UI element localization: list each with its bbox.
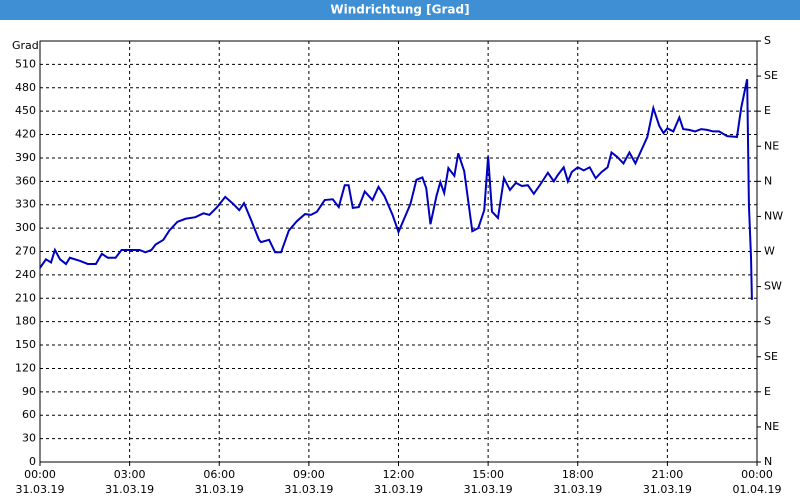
y-tick-label: 240 <box>15 268 36 281</box>
x-tick-label: 09:00 <box>293 468 325 481</box>
y2-tick-label: E <box>764 104 771 117</box>
plot-frame <box>39 40 758 463</box>
y2-tick-label: E <box>764 385 771 398</box>
chart-title: Windrichtung [Grad] <box>330 3 469 17</box>
y-tick-label: 150 <box>15 338 36 351</box>
y2-tick-label: S <box>764 315 771 328</box>
title-bar <box>0 0 800 20</box>
x-tick-label: 18:00 <box>562 468 594 481</box>
x-tick-label: 31.03.19 <box>16 483 65 496</box>
x-tick-label: 01.04.19 <box>733 483 782 496</box>
x-tick-label: 03:00 <box>114 468 146 481</box>
y2-tick-label: S <box>764 34 771 47</box>
y2-tick-label: SW <box>764 280 782 293</box>
x-tick-label: 31.03.19 <box>105 483 154 496</box>
y-tick-label: 90 <box>22 385 36 398</box>
y-tick-label: 210 <box>15 291 36 304</box>
y-tick-label: 360 <box>15 174 36 187</box>
y-tick-label: 450 <box>15 104 36 117</box>
y2-tick-label: NE <box>764 420 779 433</box>
y-tick-label: 480 <box>15 81 36 94</box>
y-tick-label: 0 <box>29 455 36 468</box>
y2-tick-label: W <box>764 245 775 258</box>
x-tick-label: 31.03.19 <box>643 483 692 496</box>
y-tick-label: 180 <box>15 315 36 328</box>
y-tick-label: 330 <box>15 198 36 211</box>
y2-tick-label: SE <box>764 350 778 363</box>
x-tick-label: 21:00 <box>652 468 684 481</box>
y2-tick-label: N <box>764 174 772 187</box>
y-axis-label: Grad <box>12 39 39 52</box>
y-tick-label: 390 <box>15 151 36 164</box>
y2-tick-label: NE <box>764 139 779 152</box>
x-tick-label: 06:00 <box>203 468 235 481</box>
y-tick-label: 60 <box>22 408 36 421</box>
x-tick-label: 15:00 <box>472 468 504 481</box>
x-tick-label: 31.03.19 <box>464 483 513 496</box>
x-tick-label: 00:00 <box>24 468 56 481</box>
y-tick-label: 270 <box>15 245 36 258</box>
y-tick-label: 120 <box>15 361 36 374</box>
y2-tick-label: SE <box>764 69 778 82</box>
x-tick-label: 12:00 <box>383 468 415 481</box>
y2-tick-label: NW <box>764 209 783 222</box>
x-tick-label: 31.03.19 <box>195 483 244 496</box>
data-line <box>39 78 753 300</box>
x-tick-label: 00:00 <box>741 468 773 481</box>
y-tick-label: 30 <box>22 432 36 445</box>
y-tick-label: 420 <box>15 128 36 141</box>
y-tick-label: 300 <box>15 221 36 234</box>
x-tick-label: 31.03.19 <box>553 483 602 496</box>
x-tick-label: 31.03.19 <box>374 483 423 496</box>
x-tick-label: 31.03.19 <box>284 483 333 496</box>
y-tick-label: 510 <box>15 57 36 70</box>
y2-tick-label: N <box>764 455 772 468</box>
